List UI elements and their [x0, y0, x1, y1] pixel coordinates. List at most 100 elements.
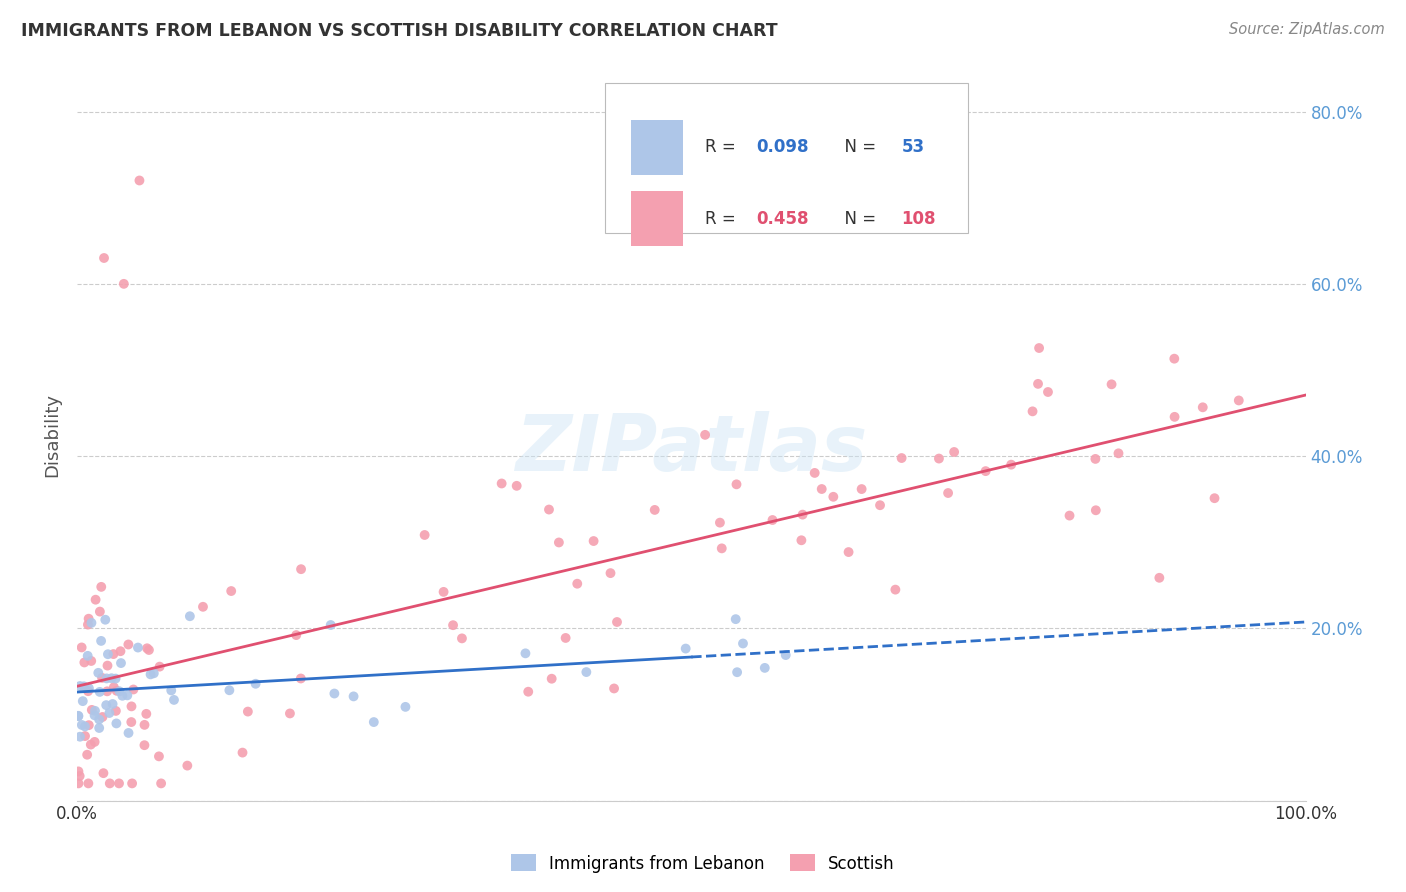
Point [1227, 393, 1250, 408]
Point [725, 665, 748, 680]
Bar [631, 120, 683, 175]
Point [110, 644, 132, 658]
Point [1026, 376, 1049, 391]
Point [91, 710, 114, 724]
Point [89, 605, 111, 619]
Point [278, 706, 301, 721]
Point [117, 638, 139, 652]
Point [134, 738, 156, 752]
Point [73, 656, 96, 670]
Text: 0.098: 0.098 [756, 138, 808, 156]
Point [90, 580, 112, 594]
Point [77, 776, 100, 790]
Point [67, 776, 90, 790]
Point [537, 502, 560, 516]
Point [1149, 571, 1171, 585]
Point [90, 634, 112, 648]
Point [540, 672, 562, 686]
Point [87, 665, 110, 680]
Point [943, 445, 966, 459]
Point [108, 684, 131, 698]
Point [838, 545, 860, 559]
Point [1204, 491, 1226, 506]
Point [73, 729, 96, 743]
Point [869, 498, 891, 512]
Point [761, 513, 783, 527]
Point [96, 658, 118, 673]
Point [91, 671, 114, 685]
Point [644, 503, 666, 517]
Point [548, 535, 571, 549]
Legend: Immigrants from Lebanon, Scottish: Immigrants from Lebanon, Scottish [505, 847, 901, 880]
Point [89, 721, 111, 735]
Point [710, 541, 733, 556]
Point [67, 709, 90, 723]
Point [150, 776, 173, 790]
Point [108, 776, 131, 790]
Point [69, 730, 91, 744]
Text: IMMIGRANTS FROM LEBANON VS SCOTTISH DISABILITY CORRELATION CHART: IMMIGRANTS FROM LEBANON VS SCOTTISH DISA… [21, 22, 778, 40]
Point [128, 173, 150, 187]
Text: Source: ZipAtlas.com: Source: ZipAtlas.com [1229, 22, 1385, 37]
Point [101, 697, 124, 711]
Point [112, 277, 135, 291]
Point [135, 706, 157, 721]
Point [104, 704, 127, 718]
Point [218, 683, 240, 698]
Point [149, 659, 172, 673]
Point [505, 479, 527, 493]
Point [97, 647, 120, 661]
Point [582, 534, 605, 549]
Point [70, 718, 93, 732]
Point [160, 683, 183, 698]
Point [94, 613, 117, 627]
Point [110, 656, 132, 670]
Point [775, 648, 797, 662]
Point [290, 672, 312, 686]
Point [236, 705, 259, 719]
Point [342, 690, 364, 704]
Point [121, 776, 143, 790]
Point [103, 647, 125, 661]
Point [121, 699, 143, 714]
Point [441, 618, 464, 632]
Point [1084, 503, 1107, 517]
Point [451, 632, 474, 646]
Point [191, 599, 214, 614]
Point [219, 584, 242, 599]
Point [80, 703, 103, 717]
Point [319, 618, 342, 632]
Text: 0.458: 0.458 [756, 210, 808, 227]
Point [73, 719, 96, 733]
Point [693, 428, 716, 442]
Point [67, 708, 90, 723]
Point [179, 609, 201, 624]
Point [77, 617, 100, 632]
Point [517, 684, 540, 698]
Point [599, 566, 621, 581]
FancyBboxPatch shape [606, 83, 967, 233]
Point [105, 716, 128, 731]
Point [73, 679, 96, 693]
Point [290, 562, 312, 576]
Point [1191, 401, 1213, 415]
Point [134, 718, 156, 732]
Point [117, 726, 139, 740]
Point [515, 646, 537, 660]
Point [83, 735, 105, 749]
Point [77, 681, 100, 696]
Point [851, 482, 873, 496]
Point [163, 693, 186, 707]
Point [139, 667, 162, 681]
Point [84, 704, 107, 718]
Point [725, 477, 748, 491]
Point [890, 450, 912, 465]
Text: N =: N = [834, 210, 882, 227]
Point [754, 661, 776, 675]
Text: N =: N = [834, 138, 882, 156]
Point [1021, 404, 1043, 418]
Point [1163, 409, 1185, 424]
Point [176, 758, 198, 772]
Point [731, 636, 754, 650]
Point [122, 682, 145, 697]
